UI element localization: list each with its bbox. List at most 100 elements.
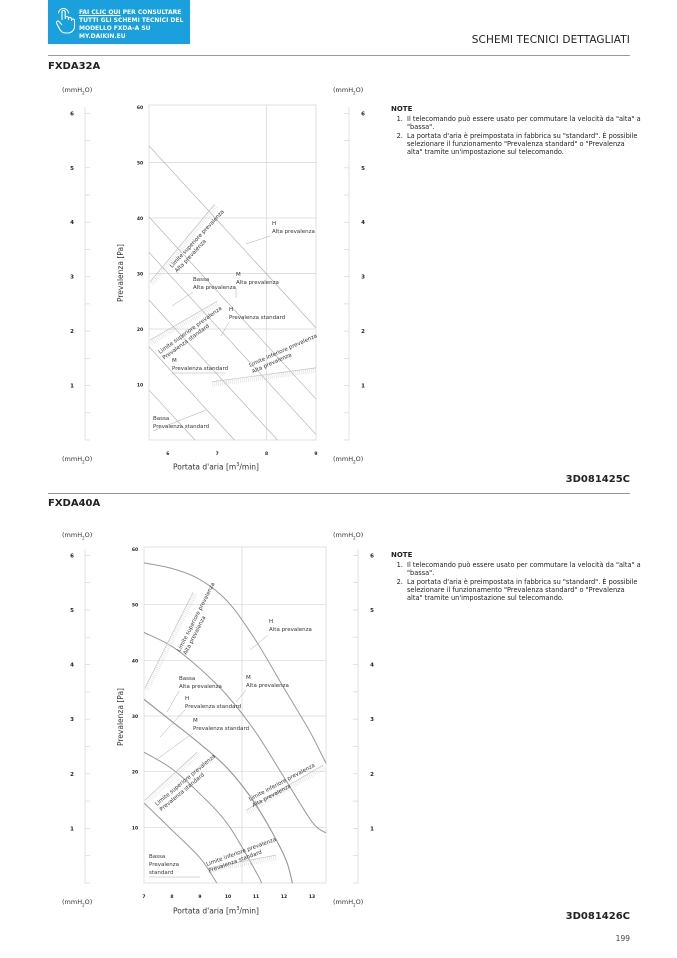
- limit-hatch: [204, 215, 210, 220]
- note-item: La portata d'aria è preimpostata in fabb…: [405, 132, 641, 157]
- limit-hatch: [165, 646, 171, 650]
- limit-hatch: [219, 865, 222, 871]
- limit-hatch: [193, 314, 196, 320]
- limit-hatch: [306, 774, 310, 780]
- curve-label: Bassa: [153, 416, 169, 422]
- y2-tick-label: 1: [361, 384, 365, 390]
- limit-hatch: [187, 760, 192, 765]
- limit-hatch: [157, 787, 162, 792]
- fan-curve-5: [143, 802, 218, 884]
- limit-hatch: [165, 330, 169, 336]
- limit-hatch: [313, 368, 315, 374]
- limit-hatch: [273, 855, 275, 861]
- limit-hatch: [161, 332, 165, 338]
- limit-hatch: [184, 763, 189, 768]
- limit-hatch: [266, 797, 270, 803]
- model-title: FXDA40A: [48, 498, 101, 509]
- limit-hatch: [151, 673, 157, 677]
- limit-hatch: [275, 855, 277, 861]
- limit-hatch: [235, 378, 237, 384]
- limit-hatch: [170, 636, 176, 639]
- limit-hatch: [229, 863, 232, 869]
- limit-hatch: [212, 206, 217, 210]
- curve-label: M: [172, 358, 177, 364]
- limit-hatch: [235, 862, 238, 868]
- limit-hatch: [280, 789, 284, 795]
- limit-hatch: [175, 627, 180, 630]
- curve-label: Bassa: [193, 277, 209, 283]
- limit-hatch: [184, 319, 188, 325]
- unit-label-bottom-left: (mmH2O): [62, 898, 93, 908]
- limit-hatch: [249, 860, 251, 866]
- y2-tick-label: 2: [70, 772, 74, 778]
- fan-curve-3: [148, 299, 278, 441]
- unit-label-top-left: (mmH2O): [62, 531, 93, 541]
- limit-hatch: [157, 662, 162, 666]
- y2-tick-label: 6: [70, 111, 74, 117]
- limit-hatch: [150, 794, 155, 799]
- limit-hatch: [180, 321, 184, 327]
- limit-hatch: [148, 680, 153, 684]
- curve-label: Prevalenza standard: [229, 315, 285, 321]
- limit-hatch: [270, 795, 274, 801]
- limit-hatch: [255, 858, 257, 864]
- curve-label: Alta prevalenza: [246, 683, 289, 689]
- limit-hatch: [263, 374, 265, 380]
- limit-hatch: [214, 866, 216, 872]
- limit-line: [208, 854, 276, 869]
- y2-tick-label: 6: [370, 553, 374, 559]
- limit-hatch: [297, 779, 301, 785]
- y2-tick-label: 5: [361, 166, 365, 172]
- limit-hatch: [221, 865, 224, 871]
- limit-hatch: [169, 639, 174, 643]
- limit-hatch: [237, 378, 239, 384]
- y-tick-label: 50: [137, 161, 143, 167]
- limit-hatch: [196, 752, 201, 757]
- fan-curve-2: [148, 252, 317, 435]
- limit-hatch: [152, 793, 156, 798]
- limit-hatch: [283, 787, 287, 793]
- limit-hatch: [163, 331, 167, 337]
- limit-hatch: [287, 371, 289, 377]
- limit-hatch: [145, 686, 151, 689]
- banner-text: MODELLO FXDA-A SU MY.DAIKIN.EU: [79, 25, 151, 40]
- limit-hatch: [188, 759, 193, 764]
- my-daikin-link-banner[interactable]: FAI CLIC QUI PER CONSULTARE TUTTI GLI SC…: [48, 0, 190, 44]
- limit-hatch: [187, 602, 193, 605]
- limit-hatch: [193, 229, 198, 233]
- note-item: Il telecomando può essere usato per comm…: [405, 115, 641, 131]
- limit-hatch: [210, 209, 215, 213]
- limit-hatch: [172, 774, 177, 779]
- limit-hatch: [155, 666, 161, 670]
- banner-link[interactable]: FAI CLIC QUI: [79, 9, 121, 16]
- curve-label: Bassa: [149, 854, 165, 860]
- limit-hatch: [173, 630, 179, 634]
- limit-hatch: [291, 371, 293, 377]
- limit-hatch: [166, 645, 171, 648]
- limit-hatch: [180, 616, 186, 620]
- y-tick-label: 60: [137, 105, 143, 111]
- limit-hatch: [271, 794, 275, 800]
- limit-hatch: [206, 214, 211, 218]
- limit-hatch: [233, 863, 236, 869]
- y-tick-label: 40: [137, 216, 143, 222]
- limit-hatch: [285, 371, 287, 377]
- limit-hatch: [227, 379, 229, 385]
- limit-hatch: [199, 221, 204, 226]
- limit-hatch: [320, 766, 324, 772]
- limit-hatch: [171, 255, 176, 260]
- limit-hatch: [210, 304, 214, 310]
- limit-hatch: [186, 604, 192, 607]
- banner-text: TUTTI GLI SCHEMI TECNICI DEL: [79, 17, 184, 24]
- unit-label-bottom-right: (mmH2O): [333, 898, 364, 908]
- limit-hatch: [202, 218, 207, 223]
- note-item: Il telecomando può essere usato per comm…: [405, 561, 641, 577]
- limit-hatch: [239, 377, 241, 383]
- curve-label: Prevalenza standard: [193, 726, 249, 732]
- limit-hatch: [177, 770, 181, 775]
- curve-label: Alta prevalenza: [179, 684, 222, 690]
- limit-hatch: [160, 269, 165, 273]
- curve-label: Prevalenza standard: [153, 424, 209, 430]
- y2-tick-label: 4: [70, 220, 74, 226]
